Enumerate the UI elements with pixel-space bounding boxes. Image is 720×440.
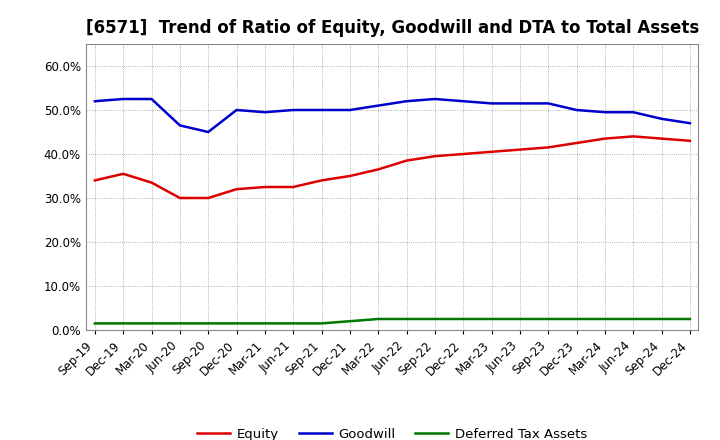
Line: Equity: Equity: [95, 136, 690, 198]
Goodwill: [544, 101, 552, 106]
Equity: [431, 154, 439, 159]
Deferred Tax Assets: [176, 321, 184, 326]
Equity: [374, 167, 382, 172]
Deferred Tax Assets: [629, 316, 637, 322]
Goodwill: [91, 99, 99, 104]
Equity: [289, 184, 297, 190]
Goodwill: [487, 101, 496, 106]
Deferred Tax Assets: [487, 316, 496, 322]
Deferred Tax Assets: [544, 316, 552, 322]
Equity: [459, 151, 467, 157]
Equity: [233, 187, 241, 192]
Deferred Tax Assets: [148, 321, 156, 326]
Line: Goodwill: Goodwill: [95, 99, 690, 132]
Line: Deferred Tax Assets: Deferred Tax Assets: [95, 319, 690, 323]
Legend: Equity, Goodwill, Deferred Tax Assets: Equity, Goodwill, Deferred Tax Assets: [192, 422, 593, 440]
Goodwill: [204, 129, 212, 135]
Goodwill: [629, 110, 637, 115]
Goodwill: [431, 96, 439, 102]
Deferred Tax Assets: [600, 316, 609, 322]
Equity: [148, 180, 156, 185]
Equity: [176, 195, 184, 201]
Deferred Tax Assets: [346, 319, 354, 324]
Equity: [657, 136, 666, 141]
Deferred Tax Assets: [233, 321, 241, 326]
Goodwill: [233, 107, 241, 113]
Deferred Tax Assets: [318, 321, 326, 326]
Deferred Tax Assets: [572, 316, 581, 322]
Goodwill: [289, 107, 297, 113]
Title: [6571]  Trend of Ratio of Equity, Goodwill and DTA to Total Assets: [6571] Trend of Ratio of Equity, Goodwil…: [86, 19, 699, 37]
Goodwill: [402, 99, 411, 104]
Goodwill: [600, 110, 609, 115]
Goodwill: [572, 107, 581, 113]
Goodwill: [346, 107, 354, 113]
Deferred Tax Assets: [289, 321, 297, 326]
Goodwill: [516, 101, 524, 106]
Equity: [91, 178, 99, 183]
Deferred Tax Assets: [685, 316, 694, 322]
Deferred Tax Assets: [204, 321, 212, 326]
Equity: [544, 145, 552, 150]
Deferred Tax Assets: [91, 321, 99, 326]
Equity: [346, 173, 354, 179]
Equity: [685, 138, 694, 143]
Deferred Tax Assets: [119, 321, 127, 326]
Deferred Tax Assets: [657, 316, 666, 322]
Deferred Tax Assets: [374, 316, 382, 322]
Goodwill: [374, 103, 382, 108]
Equity: [402, 158, 411, 163]
Equity: [600, 136, 609, 141]
Goodwill: [657, 116, 666, 121]
Equity: [119, 171, 127, 176]
Equity: [629, 134, 637, 139]
Goodwill: [685, 121, 694, 126]
Goodwill: [176, 123, 184, 128]
Deferred Tax Assets: [459, 316, 467, 322]
Goodwill: [148, 96, 156, 102]
Deferred Tax Assets: [261, 321, 269, 326]
Equity: [572, 140, 581, 146]
Goodwill: [119, 96, 127, 102]
Equity: [318, 178, 326, 183]
Deferred Tax Assets: [431, 316, 439, 322]
Goodwill: [261, 110, 269, 115]
Equity: [204, 195, 212, 201]
Deferred Tax Assets: [516, 316, 524, 322]
Equity: [487, 149, 496, 154]
Equity: [261, 184, 269, 190]
Goodwill: [459, 99, 467, 104]
Goodwill: [318, 107, 326, 113]
Equity: [516, 147, 524, 152]
Deferred Tax Assets: [402, 316, 411, 322]
